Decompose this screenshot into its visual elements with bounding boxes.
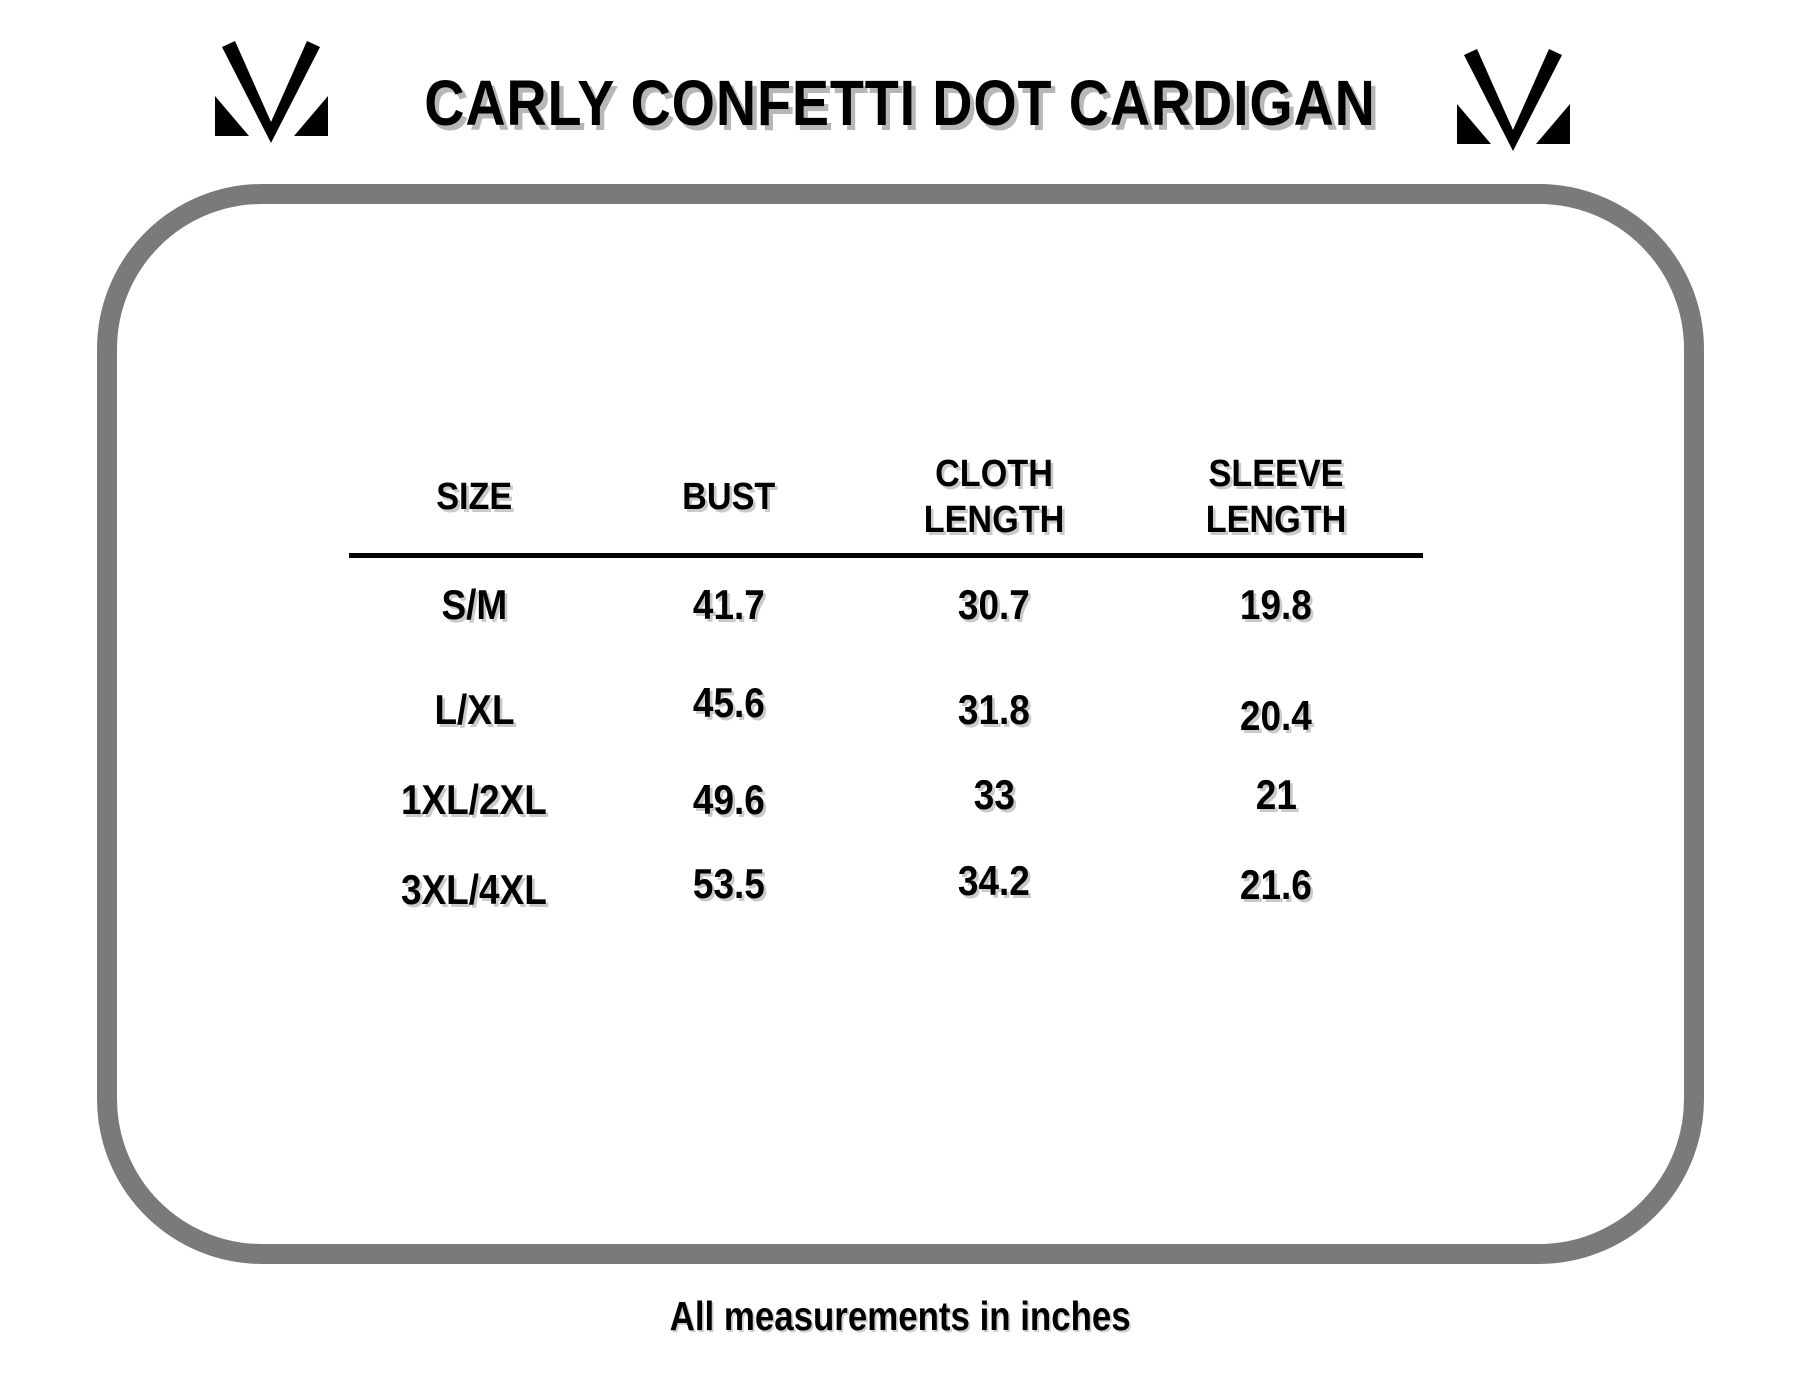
column-header-cloth-length: CLOTH LENGTH [859, 451, 1129, 543]
mv-monogram-icon [215, 41, 328, 143]
cell-value: 33 [973, 771, 1015, 818]
cell-cloth-length: 33 [859, 771, 1129, 824]
cell-value: 49.6 [693, 776, 765, 823]
column-header-label: CLOTH LENGTH [923, 452, 1065, 541]
mv-monogram-icon [1457, 49, 1570, 151]
column-header-label: BUST [682, 475, 776, 518]
size-chart-table: SIZE BUST CLOTH LENGTH SLEEVE LENGTH S/M… [349, 440, 1423, 935]
cell-value: 31.8 [958, 686, 1030, 733]
cell-value: 20.4 [1240, 692, 1312, 739]
column-header-size: SIZE [349, 474, 599, 520]
column-header-label: SLEEVE LENGTH [1205, 452, 1347, 541]
brand-logo-right [1457, 44, 1570, 151]
table-row: 3XL/4XL 53.5 34.2 21.6 [349, 845, 1423, 935]
cell-value: L/XL [433, 686, 515, 733]
column-header-label: SIZE [435, 475, 513, 518]
cell-value: 1XL/2XL [401, 776, 547, 823]
cell-sleeve-length: 19.8 [1129, 581, 1423, 629]
table-header-row: SIZE BUST CLOTH LENGTH SLEEVE LENGTH [349, 440, 1423, 558]
page-title: CARLY CONFETTI DOT CARDIGAN [424, 67, 1376, 139]
cell-value: 21.6 [1240, 861, 1312, 908]
table-row: L/XL 45.6 31.8 20.4 [349, 665, 1423, 755]
measurements-note-text: All measurements in inches [669, 1293, 1131, 1339]
column-header-bust: BUST [599, 474, 859, 520]
cell-cloth-length: 34.2 [859, 857, 1129, 914]
cell-cloth-length: 30.7 [859, 581, 1129, 629]
cell-sleeve-length: 20.4 [1129, 686, 1423, 739]
cell-size: L/XL [349, 686, 599, 734]
cell-size: 3XL/4XL [349, 866, 599, 914]
cell-sleeve-length: 21.6 [1129, 861, 1423, 914]
cell-cloth-length: 31.8 [859, 686, 1129, 734]
cell-value: 53.5 [693, 860, 765, 907]
cell-bust: 49.6 [599, 776, 859, 824]
column-header-sleeve-length: SLEEVE LENGTH [1129, 451, 1423, 543]
cell-value: 21 [1255, 771, 1297, 818]
cell-size: S/M [349, 581, 599, 629]
cell-sleeve-length: 21 [1129, 771, 1423, 824]
brand-logo-left [215, 36, 328, 143]
cell-value: 3XL/4XL [401, 866, 547, 913]
cell-bust: 45.6 [599, 679, 859, 734]
cell-value: 41.7 [693, 581, 765, 628]
table-row: 1XL/2XL 49.6 33 21 [349, 755, 1423, 845]
cell-value: 34.2 [958, 857, 1030, 904]
rounded-frame [97, 184, 1704, 1264]
cell-bust: 41.7 [599, 581, 859, 629]
cell-value: 19.8 [1240, 581, 1312, 628]
cell-value: S/M [441, 581, 507, 628]
cell-size: 1XL/2XL [349, 776, 599, 824]
cell-bust: 53.5 [599, 860, 859, 914]
cell-value: 45.6 [693, 679, 765, 726]
measurements-note: All measurements in inches [0, 1292, 1800, 1340]
table-row: S/M 41.7 30.7 19.8 [349, 560, 1423, 650]
cell-value: 30.7 [958, 581, 1030, 628]
